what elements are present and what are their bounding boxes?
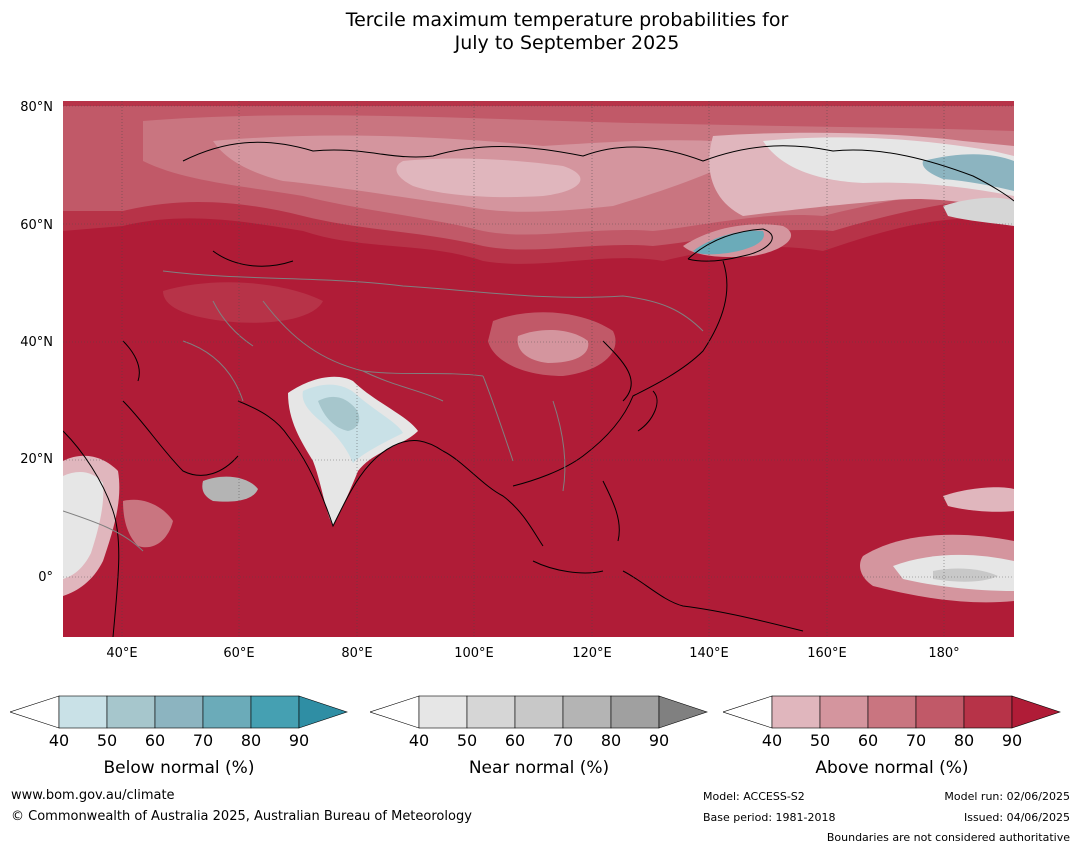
colorbar-near-label: Near normal (%) (468, 758, 610, 778)
colorbar-below-normal (10, 695, 348, 729)
lon-label-80e: 80°E (341, 646, 373, 661)
colorbar-below-tick-80: 80 (240, 731, 262, 750)
colorbar-near-segment-50-60 (466, 695, 516, 729)
colorbar-below-segment-80-90 (250, 695, 300, 729)
country-borders (63, 270, 704, 552)
colorbar-above-tick-80: 80 (953, 731, 975, 750)
colorbar-near-segment-80-90 (610, 695, 660, 729)
colorbar-near-segment-70-80 (562, 695, 612, 729)
colorbar-below-segment-lt40 (10, 695, 60, 729)
colorbar-near-tick-60: 60 (504, 731, 526, 750)
colorbar-above-segment-70-80 (915, 695, 965, 729)
model-run-text: Model run: 02/06/2025 (944, 790, 1070, 803)
issued-text: Issued: 04/06/2025 (963, 811, 1070, 824)
colorbar-above-label: Above normal (%) (815, 758, 969, 778)
colorbar-above-tick-50: 50 (809, 731, 831, 750)
boundaries-disclaimer: Boundaries are not considered authoritat… (826, 831, 1070, 844)
probability-map (63, 101, 1014, 637)
graticule (63, 101, 1014, 637)
colorbar-near-normal (370, 695, 708, 729)
colorbar-below-segment-60-70 (154, 695, 204, 729)
lon-label-40e: 40°E (106, 646, 138, 661)
colorbar-above-normal (723, 695, 1061, 729)
colorbar-below-tick-70: 70 (192, 731, 214, 750)
colorbar-near-tick-40: 40 (408, 731, 430, 750)
colorbar-below-tick-60: 60 (144, 731, 166, 750)
coastlines (63, 141, 1014, 637)
colorbar-near-tick-80: 80 (600, 731, 622, 750)
colorbar-below-tick-90: 90 (288, 731, 310, 750)
colorbar-near-segment-40-50 (418, 695, 468, 729)
title-line-1: Tercile maximum temperature probabilitie… (345, 9, 789, 31)
colorbar-below-segment-50-60 (106, 695, 156, 729)
colorbar-near-segment-60-70 (514, 695, 564, 729)
india-zone (202, 376, 418, 526)
colorbar-above-segment-80-90 (963, 695, 1013, 729)
colorbar-above-segment-60-70 (867, 695, 917, 729)
colorbar-above-segment-50-60 (819, 695, 869, 729)
colorbar-below-segment-40-50 (58, 695, 108, 729)
colorbar-above-segment-gt90 (1011, 695, 1061, 729)
base-period-text: Base period: 1981-2018 (703, 811, 836, 824)
colorbar-above-tick-90: 90 (1001, 731, 1023, 750)
model-text: Model: ACCESS-S2 (703, 790, 805, 803)
colorbar-below-tick-40: 40 (48, 731, 70, 750)
title-line-2: July to September 2025 (454, 32, 680, 54)
lon-label-100e: 100°E (454, 646, 494, 661)
lat-label-40n: 40°N (20, 335, 53, 350)
lat-label-0: 0° (38, 570, 53, 585)
map-title: Tercile maximum temperature probabilitie… (0, 9, 1081, 55)
lon-label-140e: 140°E (689, 646, 729, 661)
lon-label-120e: 120°E (572, 646, 612, 661)
lat-label-60n: 60°N (20, 218, 53, 233)
lon-label-60e: 60°E (223, 646, 255, 661)
colorbar-below-segment-gt90 (298, 695, 348, 729)
pacific-zone (860, 487, 1014, 603)
copyright-text: © Commonwealth of Australia 2025, Austra… (11, 809, 472, 824)
colorbar-above-segment-40-50 (771, 695, 821, 729)
colorbar-below-tick-50: 50 (96, 731, 118, 750)
colorbar-below-label: Below normal (%) (103, 758, 255, 778)
colorbar-near-segment-lt40 (370, 695, 420, 729)
colorbar-near-segment-gt90 (658, 695, 708, 729)
lon-label-160e: 160°E (807, 646, 847, 661)
colorbar-above-tick-60: 60 (857, 731, 879, 750)
lat-label-20n: 20°N (20, 452, 53, 467)
colorbar-below-segment-70-80 (202, 695, 252, 729)
colorbar-near-tick-90: 90 (648, 731, 670, 750)
colorbar-above-tick-70: 70 (905, 731, 927, 750)
lon-label-180: 180° (928, 646, 960, 661)
lat-label-80n: 80°N (20, 100, 53, 115)
colorbar-near-tick-70: 70 (552, 731, 574, 750)
colorbar-above-segment-lt40 (723, 695, 773, 729)
website-link[interactable]: www.bom.gov.au/climate (11, 788, 175, 803)
colorbar-near-tick-50: 50 (456, 731, 478, 750)
colorbar-above-tick-40: 40 (761, 731, 783, 750)
above-normal-zones (63, 101, 1014, 376)
